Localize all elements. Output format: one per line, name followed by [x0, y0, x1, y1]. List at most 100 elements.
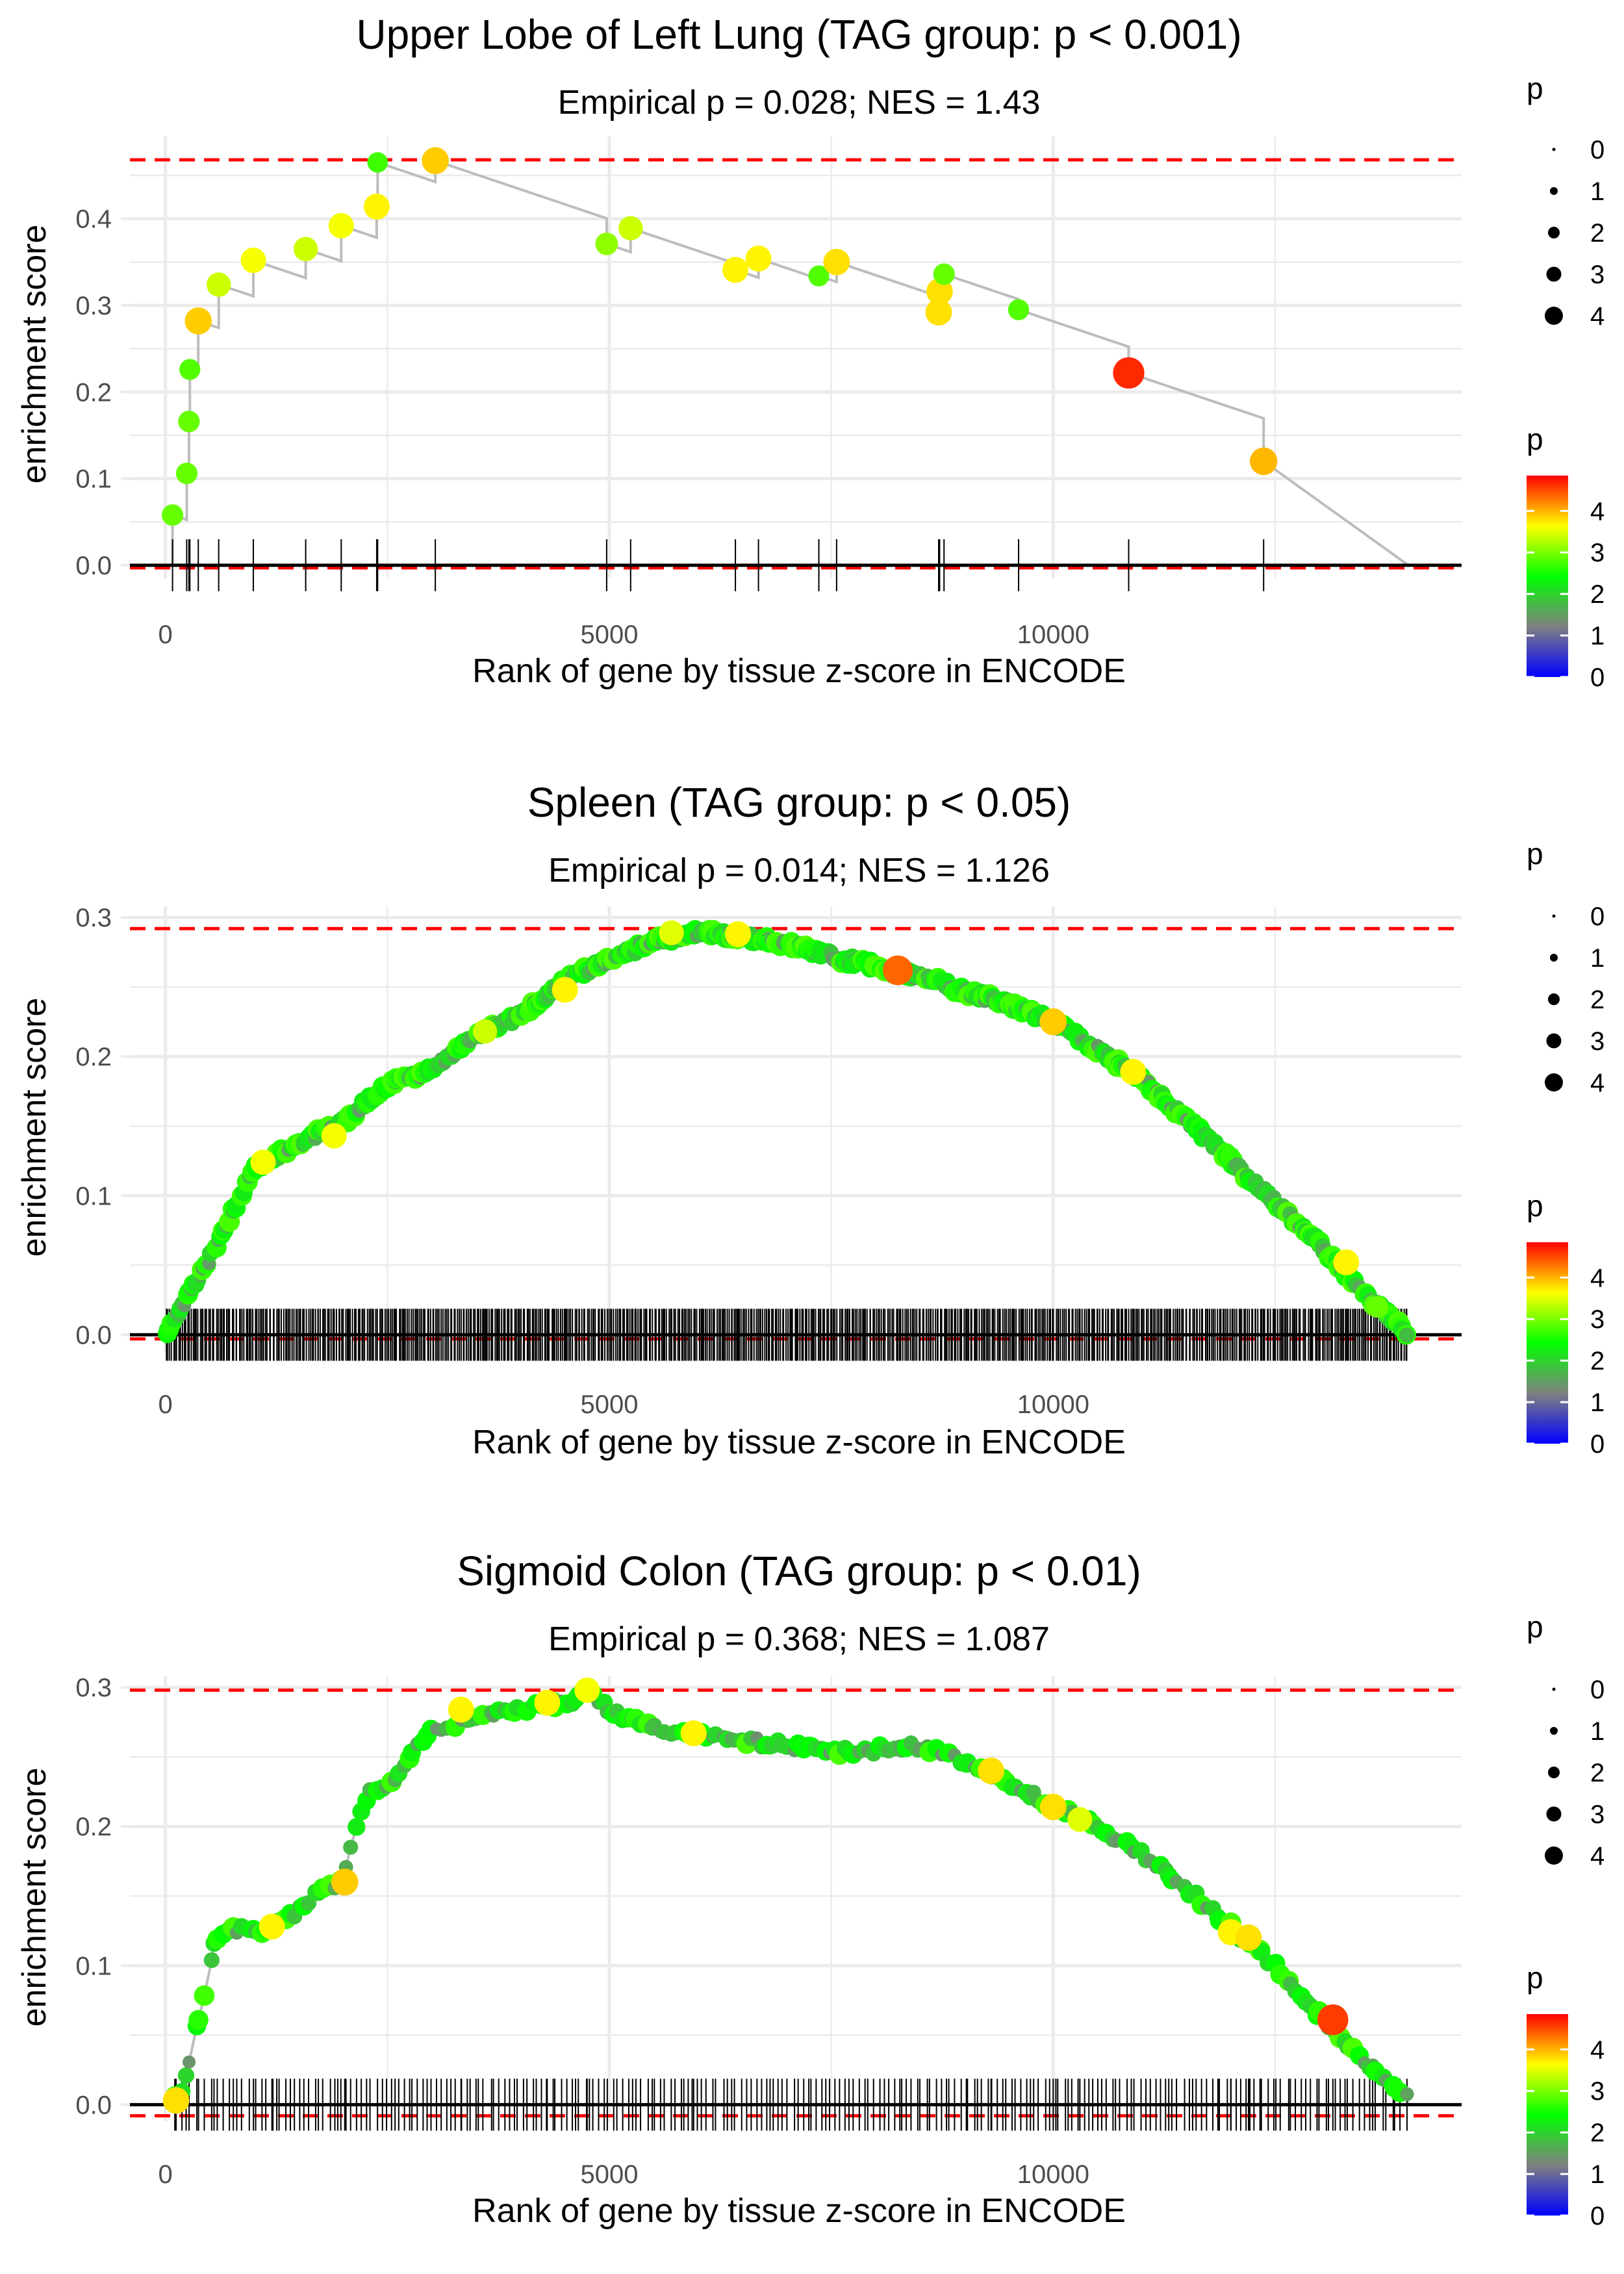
size-legend-label: 3: [1590, 1027, 1605, 1056]
hit-point: [203, 1952, 220, 1969]
hit-point: [618, 216, 643, 241]
size-legend-label: 2: [1590, 986, 1605, 1014]
hit-point: [1067, 1807, 1093, 1832]
color-bar-label: 0: [1590, 2202, 1605, 2230]
size-legend-label: 4: [1590, 302, 1605, 331]
size-legend-label: 0: [1590, 136, 1605, 164]
size-legend-dot: [1546, 1806, 1562, 1822]
hit-point: [162, 504, 184, 526]
color-bar-label: 2: [1590, 2119, 1605, 2147]
color-bar-label: 1: [1590, 1388, 1605, 1417]
hit-point: [1113, 357, 1145, 389]
size-legend-label: 3: [1590, 261, 1605, 289]
size-legend-dot: [1546, 1033, 1562, 1049]
y-tick-label: 0.0: [75, 2091, 112, 2119]
hit-point: [1399, 1327, 1415, 1343]
hit-point: [175, 463, 198, 485]
hit-point: [178, 411, 200, 433]
size-legend-dot: [1545, 1846, 1563, 1865]
color-bar-label: 1: [1590, 2160, 1605, 2189]
hit-point: [1366, 1296, 1388, 1318]
size-legend-label: 0: [1590, 1676, 1605, 1704]
y-tick-label: 0.2: [75, 378, 112, 407]
hit-point: [1235, 1924, 1262, 1951]
panel-title: Upper Lobe of Left Lung (TAG group: p < …: [356, 11, 1241, 58]
y-tick-label: 0.3: [75, 292, 112, 320]
hit-point: [1008, 299, 1030, 320]
size-legend: p 0 1 2 3 4: [1527, 71, 1605, 331]
panel-upper-lobe-left-lung: Upper Lobe of Left Lung (TAG group: p < …: [16, 11, 1605, 692]
hit-point: [259, 1913, 285, 1940]
hit-point: [1333, 1249, 1360, 1275]
hit-point: [183, 2055, 196, 2069]
x-tick-label: 10000: [1017, 620, 1089, 649]
hit-point: [343, 1839, 359, 1855]
size-legend-label: 4: [1590, 1069, 1605, 1097]
size-legend-dot: [1548, 993, 1560, 1005]
size-legend-dot: [1550, 954, 1558, 962]
y-tick-label: 0.3: [75, 904, 112, 932]
hit-point: [933, 263, 955, 285]
hit-point: [574, 1677, 600, 1703]
hit-point: [1250, 447, 1278, 476]
panel-spleen: Spleen (TAG group: p < 0.05) Empirical p…: [16, 779, 1605, 1461]
size-legend-label: 0: [1590, 902, 1605, 931]
hit-point: [925, 299, 952, 326]
hit-point: [823, 248, 850, 275]
hit-point: [328, 212, 354, 238]
hit-point: [177, 2067, 195, 2084]
color-bar-label: 3: [1590, 1305, 1605, 1334]
size-legend-label: 2: [1590, 219, 1605, 248]
hit-point: [162, 2087, 190, 2114]
x-tick-label: 0: [159, 620, 173, 649]
panel-sigmoid-colon: Sigmoid Colon (TAG group: p < 0.01) Empi…: [16, 1548, 1605, 2230]
hit-point: [363, 194, 390, 220]
size-legend-dot: [1545, 1073, 1563, 1092]
size-legend-title: p: [1527, 837, 1543, 871]
x-tick-label: 0: [159, 2160, 173, 2189]
color-legend-title: p: [1527, 1961, 1543, 1995]
hit-point: [1039, 1008, 1067, 1036]
size-legend-label: 1: [1590, 1717, 1605, 1746]
hit-point: [745, 246, 772, 272]
hit-point: [331, 1869, 359, 1896]
color-legend: p 4 3 2 1 0: [1527, 1189, 1605, 1459]
y-axis-title: enrichment score: [16, 225, 53, 484]
size-legend-label: 4: [1590, 1842, 1605, 1871]
size-legend-dot: [1550, 1727, 1558, 1735]
color-bar-rect: [1527, 1242, 1568, 1444]
size-legend-dot: [1552, 914, 1556, 918]
size-legend: p 0 1 2 3 4: [1527, 1610, 1605, 1871]
hit-point: [348, 1818, 366, 1836]
size-legend-label: 1: [1590, 944, 1605, 973]
hit-point: [808, 265, 830, 287]
hit-point: [883, 955, 913, 986]
hit-point: [680, 1720, 707, 1746]
y-tick-label: 0.1: [75, 465, 112, 494]
x-tick-label: 5000: [581, 620, 639, 649]
x-tick-label: 5000: [581, 1390, 639, 1419]
hit-point: [1039, 1793, 1067, 1820]
x-axis-title: Rank of gene by tissue z-score in ENCODE: [472, 2192, 1126, 2230]
color-legend-title: p: [1527, 1189, 1543, 1223]
color-bar-label: 0: [1590, 663, 1605, 692]
size-legend-label: 3: [1590, 1800, 1605, 1829]
hit-point: [659, 920, 684, 945]
y-tick-label: 0.0: [75, 1321, 112, 1349]
y-tick-label: 0.2: [75, 1813, 112, 1841]
color-legend-title: p: [1527, 422, 1543, 456]
plot-area: 0.0 0.1 0.2 0.3 0.4 0 5000 10000: [75, 136, 1462, 649]
color-bar-label: 2: [1590, 580, 1605, 609]
panel-subtitle: Empirical p = 0.014; NES = 1.126: [548, 852, 1050, 889]
color-bar-label: 4: [1590, 1264, 1605, 1292]
color-legend: p 4 3 2 1 0: [1527, 422, 1605, 692]
hit-point: [926, 278, 953, 305]
hit-point: [534, 1689, 561, 1716]
y-tick-label: 0.0: [75, 552, 112, 580]
x-tick-label: 10000: [1017, 1390, 1089, 1419]
hit-point: [552, 977, 578, 1003]
hit-point: [293, 236, 318, 262]
size-legend-title: p: [1527, 71, 1543, 105]
size-legend-dot: [1545, 307, 1563, 325]
hit-point: [240, 248, 266, 274]
